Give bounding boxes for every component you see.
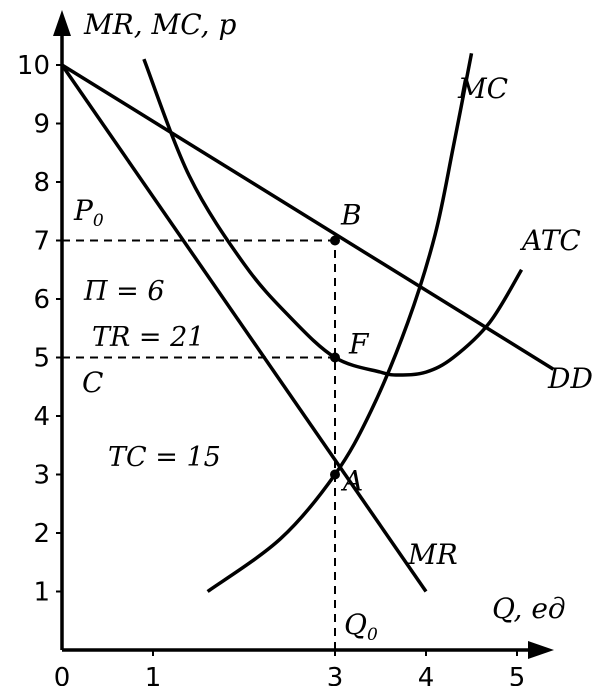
series-group — [60, 52, 555, 593]
y-tick-label: 10 — [17, 51, 50, 81]
c-label: C — [82, 366, 103, 399]
y-tick-label: 8 — [33, 168, 50, 198]
y-axis-arrow — [53, 10, 71, 36]
curve-label-mc: MC — [457, 72, 508, 105]
point-f — [330, 352, 340, 363]
y-tick-label: 3 — [33, 461, 50, 491]
tr-label: TR = 21 — [92, 322, 204, 353]
curve-label-atc: ATC — [519, 224, 581, 257]
y-tick-label: 5 — [33, 344, 50, 374]
x-axis-arrow — [528, 641, 554, 659]
p0-label: P0 — [73, 194, 104, 231]
point-a — [330, 469, 340, 480]
point-label-b: B — [340, 199, 362, 232]
y-tick-label: 7 — [33, 227, 50, 257]
profit-label: П = 6 — [83, 276, 165, 307]
y-axis-title: MR, MC, р — [83, 8, 236, 41]
q0-label: Q0 — [344, 608, 378, 645]
q0-main: Q — [344, 608, 367, 641]
guide-lines — [62, 239, 336, 650]
x-tick-label: 3 — [327, 663, 344, 686]
x-tick-label: 0 — [54, 663, 71, 686]
y-tick-label: 2 — [33, 519, 50, 549]
curve-label-dd: DD — [547, 362, 593, 395]
q0-sub: 0 — [367, 625, 378, 645]
x-tick-label: 4 — [418, 663, 435, 686]
y-tick-label: 6 — [33, 285, 50, 315]
y-tick-label: 1 — [33, 578, 50, 608]
x-tick-label: 5 — [509, 663, 526, 686]
x-tick-label: 1 — [145, 663, 162, 686]
x-axis-title: Q, ед — [492, 592, 566, 625]
axes — [53, 10, 554, 659]
y-tick-label: 4 — [33, 402, 50, 432]
series-atc — [142, 58, 524, 377]
point-label-f: F — [348, 328, 370, 361]
series-mr — [60, 64, 428, 593]
tc-label: TC = 15 — [108, 442, 221, 473]
key-points: B F A — [330, 199, 370, 498]
tick-labels: 1 2 3 4 5 6 7 8 9 10 0 1 3 4 5 — [17, 51, 525, 686]
series-mc — [206, 52, 474, 593]
point-label-a: A — [340, 465, 363, 498]
p0-main: P — [73, 194, 94, 227]
curve-label-mr: MR — [407, 538, 458, 571]
p0-sub: 0 — [93, 211, 104, 231]
series-dd — [61, 63, 555, 371]
y-tick-label: 9 — [33, 110, 50, 140]
point-b — [330, 235, 340, 246]
